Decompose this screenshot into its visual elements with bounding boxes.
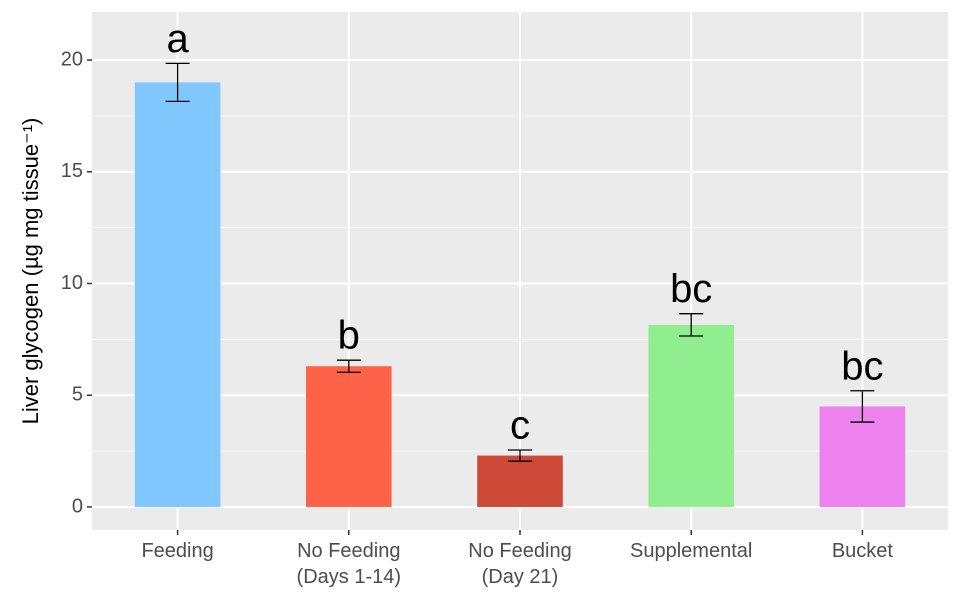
error-bar	[679, 313, 704, 337]
y-tick-label: 0	[72, 495, 83, 517]
bar	[134, 82, 221, 507]
bar	[819, 406, 906, 507]
significance-letter: b	[338, 314, 360, 358]
x-tick-label: Supplemental	[630, 540, 752, 562]
x-tick-label-line: No Feeding	[468, 540, 571, 562]
x-tick-label: No Feeding (Day 21)	[468, 540, 571, 588]
x-tick-label-line: (Days 1-14)	[297, 566, 401, 588]
x-tick-label-line: No Feeding	[297, 540, 400, 562]
error-bar	[336, 359, 361, 373]
y-axis-label: Liver glycogen (µg mg tissue⁻¹)	[18, 118, 43, 425]
y-tick-label: 10	[61, 272, 83, 294]
significance-letter: bc	[670, 267, 712, 311]
x-tick-label: Feeding	[141, 540, 213, 562]
x-tick-label: No Feeding (Days 1-14)	[297, 540, 401, 588]
y-tick-label: 20	[61, 48, 83, 70]
y-tick-label: 5	[72, 384, 83, 406]
x-tick-label: Bucket	[832, 540, 894, 562]
y-tick-label: 15	[61, 160, 83, 182]
x-tick-label-line: Supplemental	[630, 540, 752, 562]
x-tick-label-line: (Day 21)	[482, 566, 559, 588]
error-bar	[508, 449, 532, 462]
bar	[648, 324, 734, 507]
error-bar	[850, 390, 875, 423]
bar	[306, 366, 392, 507]
x-tick-label-line: Bucket	[832, 540, 894, 562]
significance-letter: bc	[841, 344, 883, 388]
bar	[477, 455, 563, 507]
significance-letter: a	[166, 17, 189, 61]
x-tick-label-line: Feeding	[141, 540, 213, 562]
significance-letter: c	[510, 404, 530, 448]
error-bar	[165, 62, 190, 103]
